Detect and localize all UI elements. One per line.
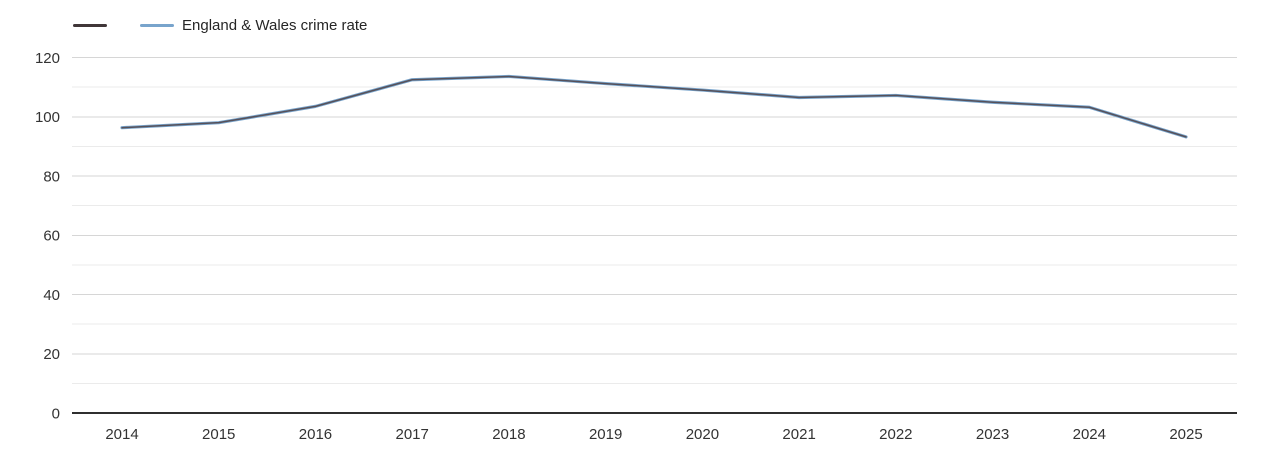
y-axis-tick-label: 60 [43, 228, 60, 245]
x-axis-tick-label: 2020 [686, 426, 719, 443]
x-axis-tick-label: 2025 [1169, 426, 1202, 443]
legend-item-england-wales[interactable]: England & Wales crime rate [140, 16, 367, 35]
location-line-swatch [73, 24, 107, 27]
x-axis-tick-label: 2016 [299, 426, 332, 443]
x-axis-tick-label: 2018 [492, 426, 525, 443]
x-axis-tick-label: 2019 [589, 426, 622, 443]
x-axis-tick-label: 2024 [1073, 426, 1106, 443]
legend-item-location[interactable] [73, 24, 107, 27]
chart-legend: England & Wales crime rate [73, 16, 367, 35]
england-wales-crime-rate-line [120, 74, 1188, 139]
y-axis-tick-label: 120 [35, 50, 60, 67]
y-axis-tick-label: 20 [43, 346, 60, 363]
england-wales-line-swatch [140, 24, 174, 27]
x-axis-tick-label: 2014 [105, 426, 138, 443]
legend-item-england-wales-label: England & Wales crime rate [182, 17, 368, 34]
y-axis-tick-label: 0 [52, 405, 60, 422]
x-axis-tick-label: 2022 [879, 426, 912, 443]
y-axis-tick-label: 100 [35, 109, 60, 126]
location-crime-rate-line [121, 75, 1187, 138]
x-axis-tick-label: 2017 [396, 426, 429, 443]
y-axis-tick-label: 80 [43, 168, 60, 185]
x-axis-tick-label: 2023 [976, 426, 1009, 443]
y-axis-tick-label: 40 [43, 287, 60, 304]
x-axis-tick-label: 2021 [782, 426, 815, 443]
x-axis-tick-label: 2015 [202, 426, 235, 443]
